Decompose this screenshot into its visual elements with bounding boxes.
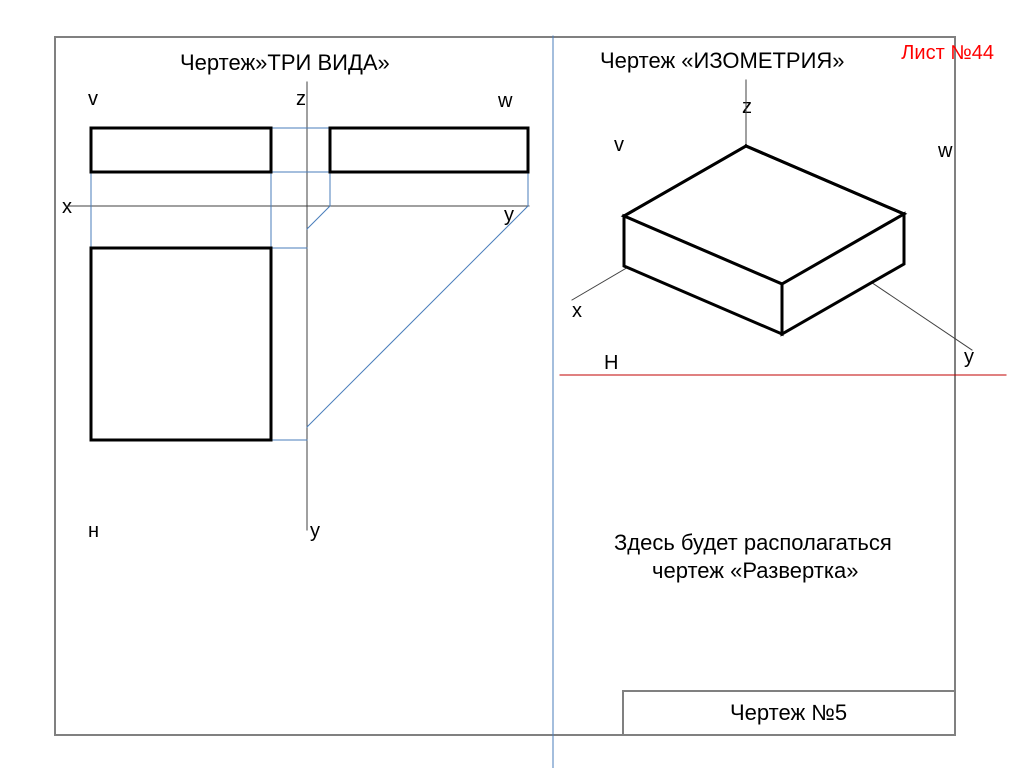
drawing-canvas <box>0 0 1024 768</box>
